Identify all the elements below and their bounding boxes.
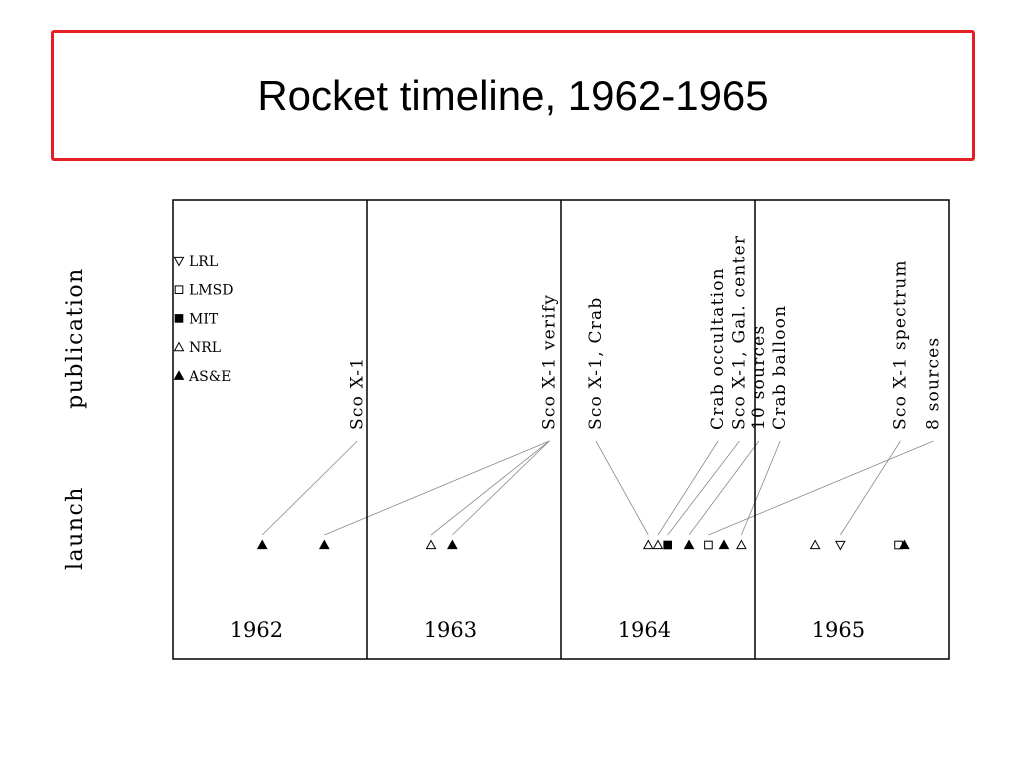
year-label-1965: 1965 [812, 618, 865, 642]
pub-launch-link [324, 440, 550, 536]
publication-label: 8 sources [923, 337, 943, 430]
year-label-1963: 1963 [424, 618, 477, 642]
launch-marker-ase [683, 539, 695, 550]
launch-marker-ase [899, 539, 910, 550]
publication-label: Sco X-1, Crab [586, 297, 606, 430]
year-label-1964: 1964 [618, 618, 671, 642]
pub-launch-link [657, 440, 719, 536]
publication-label: Sco X-1 spectrum [891, 259, 911, 430]
publication-label: Sco X-1 [347, 357, 367, 430]
slide-title: Rocket timeline, 1962-1965 [257, 71, 769, 119]
chart-frame [172, 199, 950, 660]
legend-marker-lmsd [174, 285, 184, 294]
row-label-publication: publication [63, 267, 88, 409]
publication-label: 10 sources [749, 325, 769, 430]
links-layer [261, 440, 934, 536]
pub-launch-link [430, 440, 550, 536]
launch-marker-lrl [835, 540, 846, 551]
launch-marker-nrl [425, 539, 437, 550]
row-label-launch: launch [63, 486, 88, 570]
launch-marker-nrl [736, 539, 747, 550]
launch-marker-ase [318, 539, 330, 550]
pub-launch-link [840, 440, 901, 536]
pub-launch-link [688, 440, 760, 536]
legend: LRL LMSD MIT NRL AS&E [173, 254, 233, 385]
launch-marker-ase [718, 539, 730, 550]
launch-marker-lmsd [704, 540, 713, 550]
title-box: Rocket timeline, 1962-1965 [51, 30, 975, 161]
pub-launch-link [741, 440, 781, 536]
row-labels: publication launch [63, 267, 88, 570]
publication-label: Crab balloon [770, 305, 790, 430]
launch-marker-ase [447, 539, 458, 550]
pub-launch-link [261, 440, 358, 536]
year-labels: 1962 1963 1964 1965 [230, 618, 865, 642]
legend-marker-ase [173, 370, 185, 380]
launch-markers [256, 539, 910, 551]
publication-labels: Sco X-1 Sco X-1 verify Sco X-1, Crab Crab o… [347, 235, 943, 430]
launch-marker-ase [256, 539, 268, 550]
year-label-1962: 1962 [230, 618, 283, 642]
publication-label: Sco X-1, Gal. center [729, 235, 749, 430]
legend-label: NRL [189, 340, 221, 356]
publication-label: Crab occultation [708, 267, 728, 430]
pub-launch-link [708, 440, 934, 536]
launch-marker-mit [663, 540, 673, 550]
publication-label: Sco X-1 verify [539, 294, 559, 430]
legend-marker-mit [174, 314, 184, 323]
legend-label: LRL [189, 254, 218, 270]
pub-launch-link [667, 440, 740, 536]
launch-marker-nrl [642, 539, 654, 550]
legend-marker-lrl [173, 256, 185, 267]
pub-launch-link [595, 440, 649, 536]
legend-marker-nrl [173, 341, 185, 352]
pub-launch-link [452, 440, 550, 536]
launch-marker-nrl [809, 539, 821, 550]
legend-label: MIT [189, 311, 219, 327]
legend-label: AS&E [188, 369, 231, 385]
legend-label: LMSD [189, 283, 233, 299]
launch-marker-nrl [652, 539, 664, 550]
